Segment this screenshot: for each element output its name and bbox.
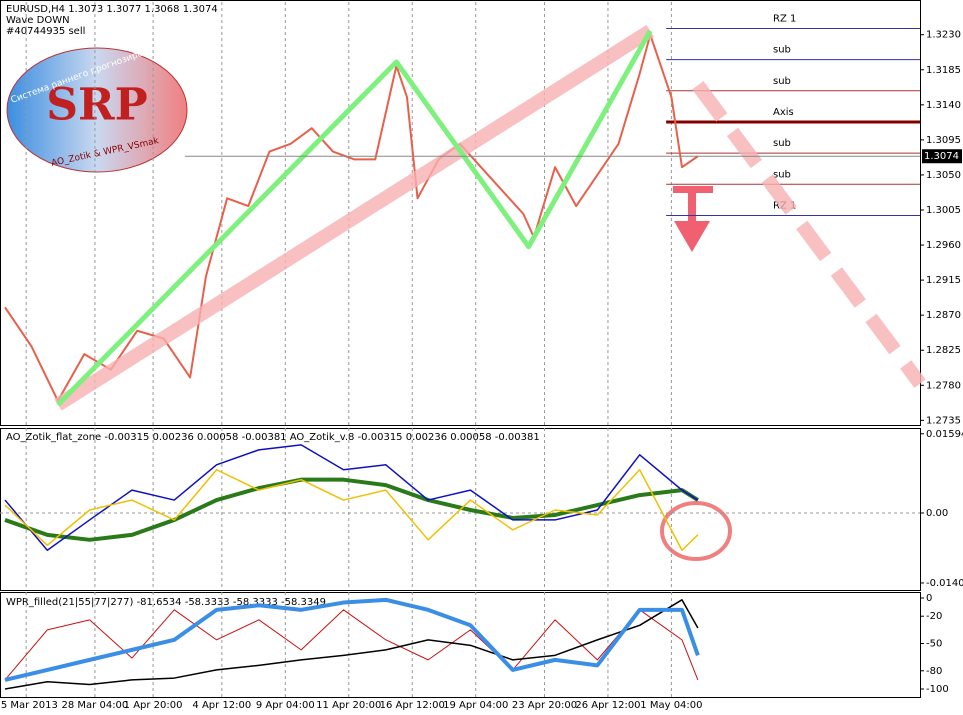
series-line bbox=[4, 468, 699, 551]
level-label: Axis bbox=[773, 107, 794, 118]
highlight-circle bbox=[660, 501, 732, 561]
price-box bbox=[922, 149, 962, 164]
arrow-shaft bbox=[688, 193, 696, 221]
y-tick-label: 1.3185 bbox=[926, 65, 961, 76]
y-tick-label: 1.3050 bbox=[926, 170, 961, 181]
series-line bbox=[4, 599, 699, 690]
y-tick-label: 0.01594 bbox=[926, 429, 963, 440]
y-tick-label: 1.2915 bbox=[926, 275, 961, 286]
level-label: sub bbox=[773, 169, 791, 180]
y-tick-label: -20 bbox=[926, 611, 942, 622]
level-label: sub bbox=[773, 45, 791, 56]
level-label: sub bbox=[773, 76, 791, 87]
annotation: #40744935 sell bbox=[6, 26, 85, 37]
x-tick-label: 11 Apr 20:00 bbox=[316, 700, 381, 711]
level-label: RZ 1 bbox=[773, 13, 796, 24]
ao-panel bbox=[0, 428, 921, 591]
y-tick-label: -50 bbox=[926, 638, 942, 649]
main-title: EURUSD,H4 1.3073 1.3077 1.3068 1.3074 bbox=[6, 4, 218, 15]
x-tick-label: 16 Apr 12:00 bbox=[380, 700, 445, 711]
series-line bbox=[4, 477, 699, 542]
ao-title: AO_Zotik_flat_zone -0.00315 0.00236 0.00… bbox=[6, 432, 540, 443]
series-line bbox=[4, 609, 699, 681]
logo-title: SRP bbox=[46, 80, 147, 131]
arrow-head bbox=[674, 221, 710, 252]
y-tick-label: -0.01408 bbox=[926, 578, 963, 589]
y-tick-label: 0.00 bbox=[926, 508, 948, 519]
y-tick-label: 1.2735 bbox=[926, 415, 961, 426]
main-panel bbox=[0, 0, 921, 426]
series-line bbox=[54, 24, 654, 411]
y-tick-label: 1.3230 bbox=[926, 30, 961, 41]
y-tick-label: 1.2870 bbox=[926, 310, 961, 321]
y-tick-label: -100 bbox=[926, 684, 949, 695]
y-tick-label: 1.2960 bbox=[926, 240, 961, 251]
logo: SRP Система раннего прогнозирования AO_Z… bbox=[6, 39, 188, 173]
x-tick-label: 1 Apr 20:00 bbox=[124, 700, 183, 711]
x-tick-label: 23 Apr 20:00 bbox=[512, 700, 577, 711]
arrow-bar bbox=[673, 186, 713, 193]
level-label: sub bbox=[773, 138, 791, 149]
wpr-title: WPR_filled(21|55|77|277) -81.6534 -58.33… bbox=[6, 597, 326, 608]
x-tick-label: 19 Apr 04:00 bbox=[443, 700, 508, 711]
annotation: Wave DOWN bbox=[6, 15, 70, 26]
logo-ellipse bbox=[6, 47, 188, 173]
x-tick-label: 9 Apr 04:00 bbox=[256, 700, 315, 711]
x-tick-label: 28 Mar 04:00 bbox=[62, 700, 129, 711]
x-tick-label: 26 Apr 12:00 bbox=[575, 700, 640, 711]
series-line bbox=[4, 444, 699, 551]
y-tick-label: 0 bbox=[926, 593, 932, 604]
y-tick-label: 1.2780 bbox=[926, 380, 961, 391]
sell-arrow bbox=[673, 186, 713, 252]
y-tick-label: 1.3140 bbox=[926, 100, 961, 111]
series-line bbox=[56, 29, 653, 407]
wpr-panel bbox=[0, 592, 921, 698]
x-tick-label: 4 Apr 12:00 bbox=[192, 700, 251, 711]
y-tick-label: -80 bbox=[926, 666, 942, 677]
y-tick-label: 1.3095 bbox=[926, 135, 961, 146]
price-label: 1.3074 bbox=[924, 151, 959, 162]
x-tick-label: 1 May 04:00 bbox=[640, 700, 702, 711]
y-tick-label: 1.2825 bbox=[926, 345, 961, 356]
x-tick-label: 25 Mar 2013 bbox=[0, 700, 58, 711]
series-line bbox=[692, 81, 926, 388]
y-tick-label: 1.3005 bbox=[926, 205, 961, 216]
series-line bbox=[4, 597, 700, 682]
